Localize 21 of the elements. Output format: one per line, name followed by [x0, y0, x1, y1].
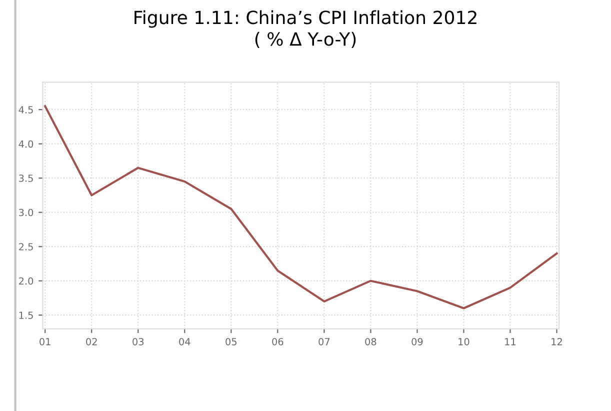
- x-tick-label: 09: [412, 338, 423, 346]
- y-tick-label: 4.5: [18, 106, 33, 114]
- x-tick-label: 11: [505, 338, 516, 346]
- x-tick-label: 02: [86, 338, 97, 346]
- line-series: [44, 105, 558, 310]
- y-tick-label: 1.5: [19, 312, 33, 319]
- y-tick-label: 3.5: [19, 174, 33, 182]
- y-tick-label: 2.0: [18, 277, 34, 285]
- x-tick-label: 06: [272, 338, 284, 346]
- y-tick-label: 3.0: [19, 208, 34, 216]
- x-tick-label: 10: [458, 338, 470, 346]
- x-tick-label: 04: [179, 338, 190, 346]
- x-tick-label: 12: [552, 338, 562, 346]
- x-tick-label: 03: [132, 338, 144, 346]
- x-tick-label: 08: [365, 338, 376, 346]
- x-tick-label: 07: [318, 338, 330, 346]
- y-tick-label: 2.5: [18, 243, 33, 250]
- x-tick-label: 01: [40, 338, 50, 346]
- y-tick-label: 4.0: [18, 140, 34, 148]
- x-tick-label: 05: [226, 338, 236, 346]
- chart-title: Figure 1.11: China’s CPI Inflation 2012 ( % Δ Y-o-Y): [134, 10, 476, 48]
